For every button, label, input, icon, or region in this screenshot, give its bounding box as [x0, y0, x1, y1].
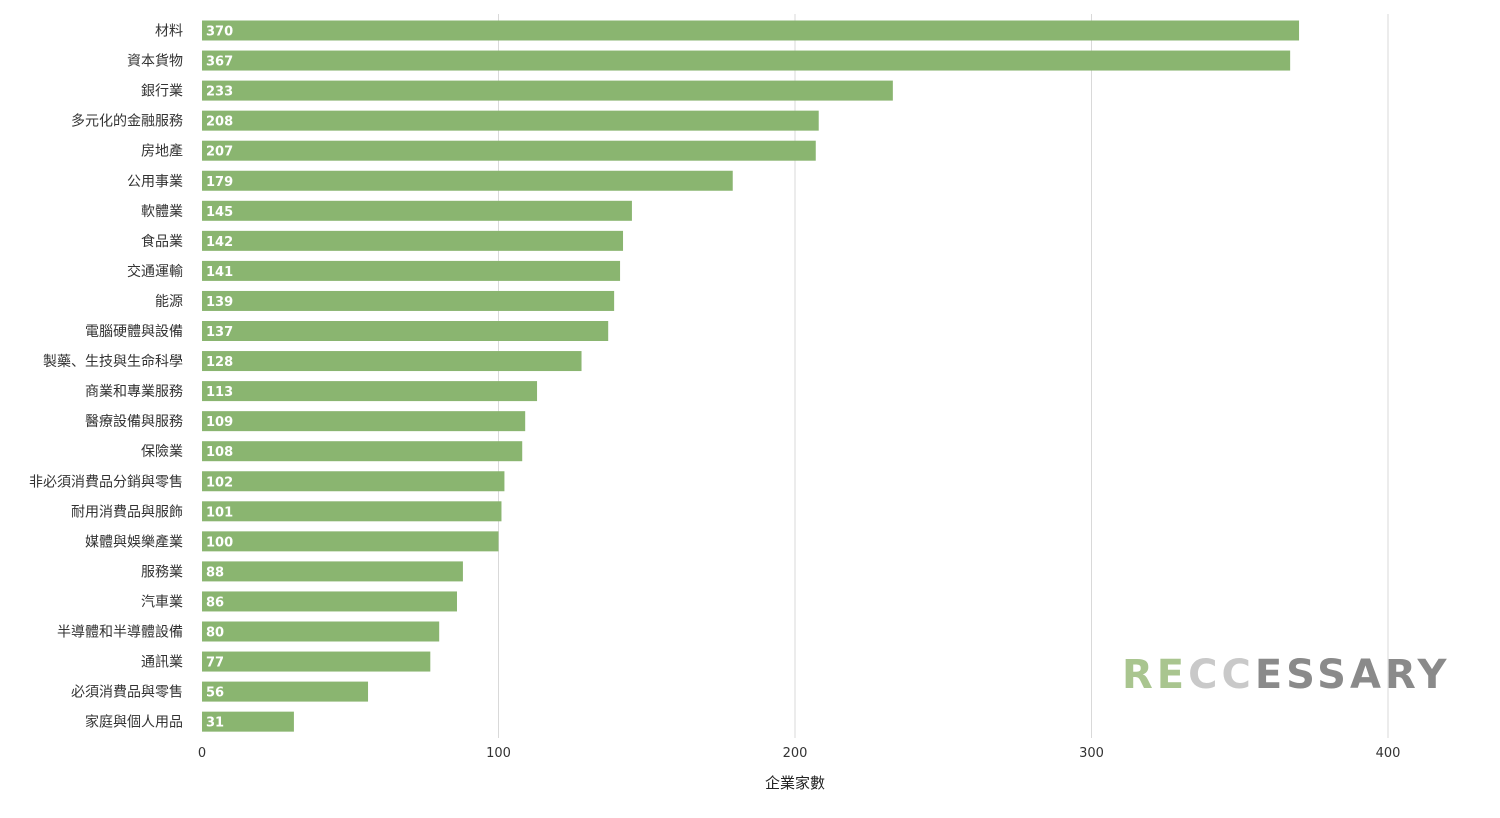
bar: [202, 20, 1300, 41]
watermark-prefix: RE: [1122, 652, 1188, 698]
bar-value-label: 102: [206, 475, 233, 490]
category-label: 醫療設備與服務: [85, 413, 183, 430]
bar-value-label: 100: [206, 535, 233, 550]
bar-value-label: 207: [206, 145, 233, 160]
category-label: 交通運輸: [127, 263, 183, 280]
bar-value-label: 145: [206, 205, 233, 220]
category-label: 汽車業: [141, 593, 183, 610]
bar-value-label: 113: [206, 385, 233, 400]
category-label: 半導體和半導體設備: [57, 625, 183, 641]
category-label: 能源: [155, 294, 183, 310]
bar: [202, 561, 463, 582]
bar-value-label: 142: [206, 235, 233, 250]
bar: [202, 591, 457, 612]
bar-value-label: 370: [206, 25, 233, 40]
bar: [202, 441, 523, 462]
category-label: 公用事業: [127, 174, 183, 190]
bar-value-label: 80: [206, 626, 224, 641]
x-tick-label: 200: [783, 746, 808, 761]
bar: [202, 140, 816, 161]
bar-value-label: 56: [206, 686, 224, 701]
bar-value-label: 137: [206, 325, 233, 340]
bar: [202, 681, 369, 702]
x-tick-labels: 0 100 200 300 400: [198, 746, 1401, 761]
x-tick-label: 0: [198, 746, 206, 761]
bar-value-label: 88: [206, 565, 224, 580]
watermark-logo: RECCESSARY: [1122, 652, 1451, 698]
x-tick-label: 400: [1376, 746, 1401, 761]
category-label: 資本貨物: [127, 53, 183, 70]
bar-value-label: 108: [206, 445, 233, 460]
bar-value-label: 233: [206, 85, 233, 100]
bar: [202, 230, 624, 251]
bars: 370 367 233 208 207 179 145 142 141 139 137 128 113 1…: [202, 20, 1300, 732]
category-label: 食品業: [141, 233, 183, 250]
category-label: 耐用消費品與服飾: [71, 504, 183, 520]
bar-value-label: 139: [206, 295, 233, 310]
bar: [202, 200, 632, 221]
category-label: 服務業: [141, 564, 183, 580]
bar: [202, 471, 505, 492]
category-label: 銀行業: [141, 84, 183, 100]
bar: [202, 381, 538, 402]
category-label: 房地產: [141, 143, 183, 160]
category-label: 家庭與個人用品: [85, 714, 183, 731]
bar-value-label: 208: [206, 115, 233, 130]
bar: [202, 501, 502, 522]
bar: [202, 290, 615, 311]
bar-value-label: 141: [206, 265, 233, 280]
category-label: 通訊業: [141, 655, 183, 671]
x-axis-title: 企業家數: [765, 774, 825, 792]
bar-value-label: 86: [206, 595, 224, 610]
watermark-middle: CC: [1188, 652, 1255, 698]
bar-value-label: 101: [206, 505, 233, 520]
bar: [202, 170, 733, 191]
bar-value-label: 179: [206, 175, 233, 190]
bar: [202, 50, 1291, 71]
category-labels: 材料資本貨物銀行業多元化的金融服務房地產公用事業軟體業食品業交通運輸能源電腦硬體…: [29, 24, 183, 731]
category-label: 保險業: [141, 444, 183, 460]
bar: [202, 80, 893, 101]
category-label: 材料: [155, 24, 183, 40]
bar: [202, 711, 294, 732]
category-label: 軟體業: [141, 204, 183, 220]
category-label: 多元化的金融服務: [71, 113, 183, 130]
bar-value-label: 367: [206, 55, 233, 70]
category-label: 商業和專業服務: [85, 384, 183, 400]
bar-value-label: 128: [206, 355, 233, 370]
category-label: 媒體與娛樂產業: [85, 533, 183, 550]
x-tick-label: 300: [1079, 746, 1104, 761]
bar: [202, 260, 621, 281]
category-label: 必須消費品與零售: [71, 685, 183, 701]
bar: [202, 651, 431, 672]
bar: [202, 110, 819, 131]
watermark-suffix: ESSARY: [1255, 652, 1451, 698]
bar: [202, 531, 499, 552]
bar: [202, 321, 609, 341]
bar: [202, 351, 582, 372]
category-label: 非必須消費品分銷與零售: [29, 474, 183, 490]
category-label: 電腦硬體與設備: [85, 324, 183, 340]
bar-value-label: 77: [206, 656, 224, 671]
x-tick-label: 100: [486, 746, 511, 761]
bar: [202, 411, 526, 432]
grid-lines: [498, 14, 1389, 738]
category-label: 製藥、生技與生命科學: [43, 353, 183, 370]
bar-value-label: 31: [206, 716, 224, 731]
bar-value-label: 109: [206, 415, 233, 430]
bar: [202, 621, 440, 642]
